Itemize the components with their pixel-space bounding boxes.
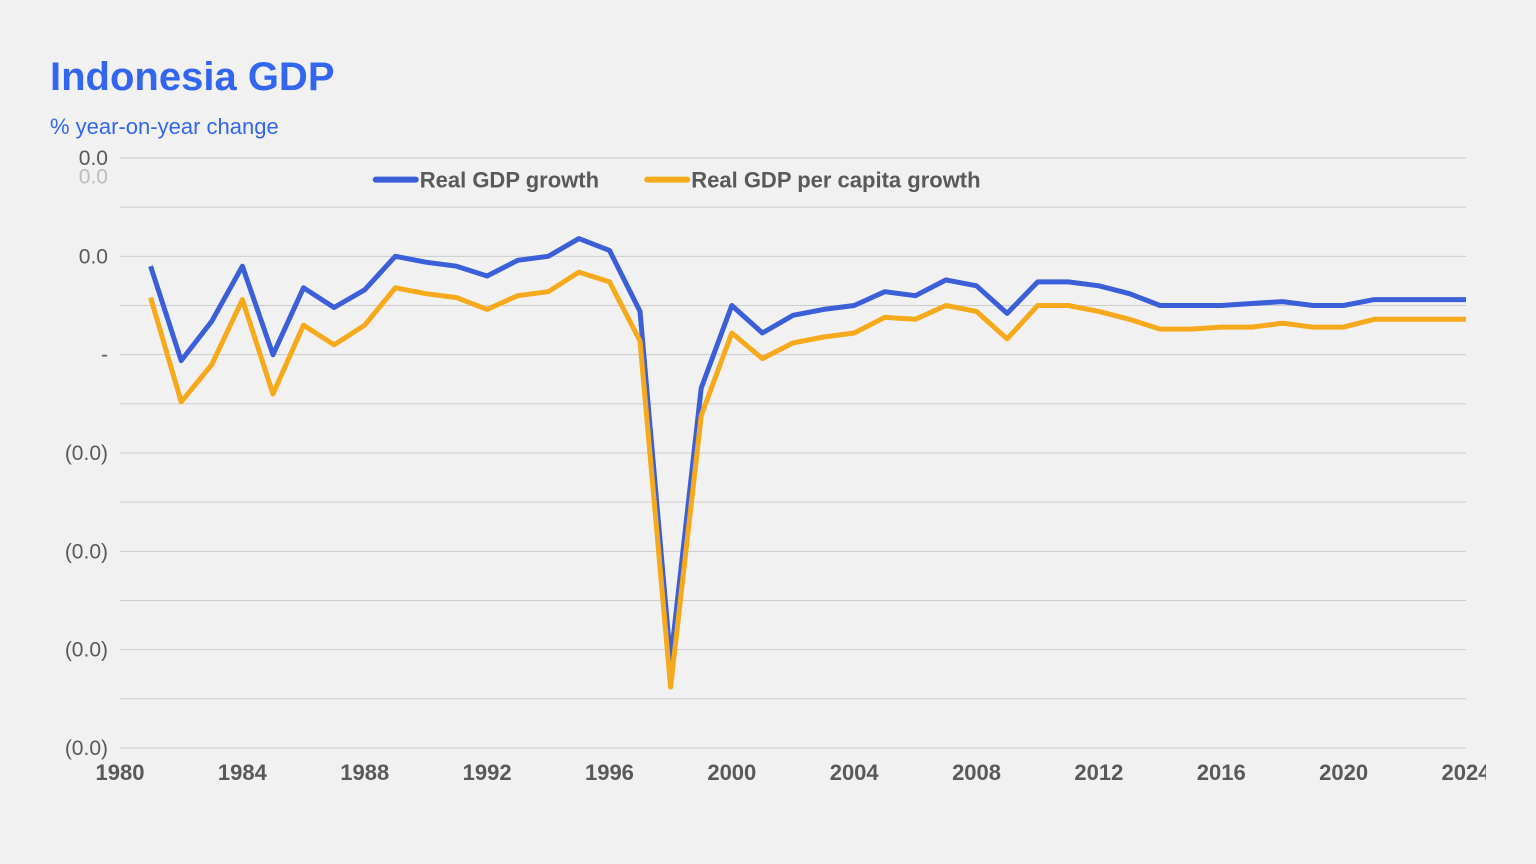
svg-text:2012: 2012 bbox=[1074, 760, 1123, 785]
svg-text:2000: 2000 bbox=[707, 760, 756, 785]
svg-text:2020: 2020 bbox=[1319, 760, 1368, 785]
svg-text:2008: 2008 bbox=[952, 760, 1001, 785]
svg-text:1980: 1980 bbox=[96, 760, 145, 785]
legend-label-real-gdp: Real GDP growth bbox=[420, 168, 599, 193]
legend-label-real-gdp-per-capita: Real GDP per capita growth bbox=[691, 168, 980, 193]
chart-subtitle: % year-on-year change bbox=[50, 114, 1486, 140]
svg-text:1992: 1992 bbox=[463, 760, 512, 785]
chart-container: Indonesia GDP % year-on-year change 0.0 0… bbox=[0, 0, 1536, 864]
svg-text:(0.0): (0.0) bbox=[65, 540, 108, 563]
svg-text:1988: 1988 bbox=[340, 760, 389, 785]
svg-text:(0.0): (0.0) bbox=[65, 737, 108, 760]
svg-text:2024: 2024 bbox=[1442, 760, 1486, 785]
svg-text:1996: 1996 bbox=[585, 760, 634, 785]
svg-text:0.0: 0.0 bbox=[79, 245, 108, 268]
plot-area: 0.00.0-(0.0)(0.0)(0.0)(0.0)0.01980198419… bbox=[50, 148, 1486, 808]
series-line-real-gdp-per-capita bbox=[151, 272, 1466, 687]
svg-text:2016: 2016 bbox=[1197, 760, 1246, 785]
chart-title: Indonesia GDP bbox=[50, 55, 1486, 100]
svg-text:(0.0): (0.0) bbox=[65, 639, 108, 662]
svg-text:2004: 2004 bbox=[830, 760, 880, 785]
series-line-real-gdp bbox=[151, 239, 1466, 662]
svg-text:(0.0): (0.0) bbox=[65, 442, 108, 465]
svg-text:-: - bbox=[101, 344, 108, 367]
svg-text:1984: 1984 bbox=[218, 760, 268, 785]
chart-svg: 0.00.0-(0.0)(0.0)(0.0)(0.0)0.01980198419… bbox=[50, 148, 1486, 808]
y-axis-label-extra: 0.0 bbox=[79, 166, 108, 189]
